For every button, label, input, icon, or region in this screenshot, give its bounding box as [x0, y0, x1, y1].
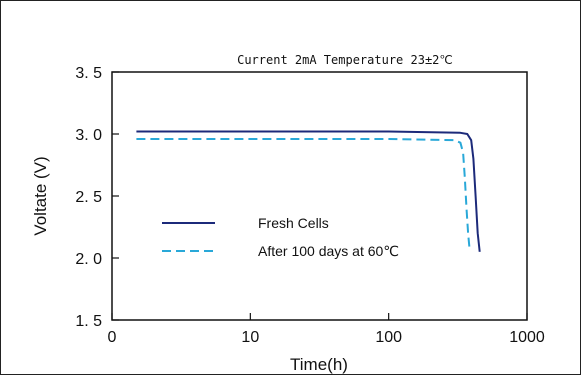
- series-line-1: [136, 130, 481, 252]
- y-tick-label: 2. 0: [75, 251, 102, 268]
- chart-title: Current 2mA Temperature 23±2℃: [237, 53, 453, 67]
- plot-area: [111, 71, 528, 321]
- y-tick-label: 1. 5: [75, 313, 102, 330]
- legend: Fresh Cells After 100 days at 60℃: [162, 215, 399, 259]
- x-axis: 0 10 100 1000: [108, 313, 545, 346]
- y-tick-label: 3. 0: [75, 127, 102, 144]
- x-tick-label: 100: [375, 329, 402, 346]
- x-tick-label: 1000: [509, 329, 545, 346]
- legend-label-1: Fresh Cells: [258, 215, 329, 231]
- y-tick-label: 3. 5: [75, 65, 102, 82]
- y-axis-label: Voltate (V): [31, 156, 50, 235]
- y-tick-label: 2. 5: [75, 189, 102, 206]
- x-axis-label: Time(h): [290, 355, 348, 374]
- series-layer: [136, 130, 481, 252]
- legend-label-2: After 100 days at 60℃: [258, 243, 399, 259]
- series-line-2: [136, 138, 471, 251]
- x-tick-label: 0: [108, 329, 117, 346]
- y-axis: 1. 5 2. 0 2. 5 3. 0 3. 5: [75, 65, 119, 330]
- x-tick-label: 10: [241, 329, 259, 346]
